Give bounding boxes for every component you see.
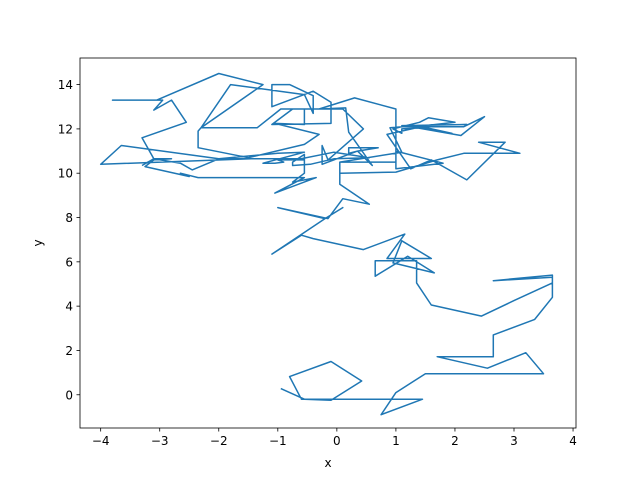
y-axis-ticks: 0 2 4 6 8 10 12 14 <box>58 78 80 402</box>
y-tick-label: 10 <box>58 167 73 181</box>
y-tick-label: 8 <box>65 211 73 225</box>
x-axis-ticks: −4 −3 −2 −1 0 1 2 3 4 <box>92 428 577 448</box>
x-axis-label: x <box>324 456 331 470</box>
y-axis-label: y <box>31 239 45 246</box>
x-tick-label: −4 <box>92 434 110 448</box>
x-tick-label: −1 <box>269 434 287 448</box>
x-tick-label: 4 <box>569 434 577 448</box>
y-tick-label: 2 <box>65 344 73 358</box>
x-tick-label: −2 <box>210 434 228 448</box>
x-tick-label: −3 <box>151 434 169 448</box>
y-tick-label: 14 <box>58 78 73 92</box>
x-tick-label: 1 <box>392 434 400 448</box>
y-tick-label: 0 <box>65 388 73 402</box>
x-tick-label: 2 <box>451 434 459 448</box>
x-tick-label: 3 <box>510 434 518 448</box>
axes-frame <box>79 57 577 429</box>
series-layer <box>99 72 554 416</box>
y-tick-label: 6 <box>65 255 73 269</box>
x-tick-label: 0 <box>333 434 341 448</box>
y-tick-label: 4 <box>65 300 73 314</box>
series-line-1 <box>99 72 554 416</box>
y-tick-label: 12 <box>58 122 73 136</box>
